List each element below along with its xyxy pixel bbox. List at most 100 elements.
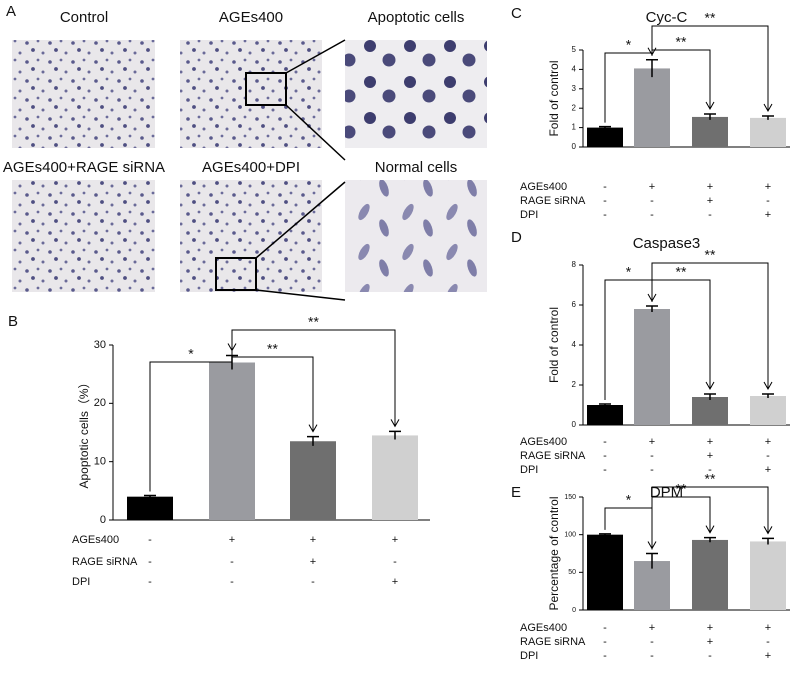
condition-name: AGEs400 — [72, 534, 119, 546]
condition-name: DPI — [520, 209, 538, 221]
bar — [692, 116, 728, 147]
y-tick-label: 8 — [572, 260, 577, 269]
condition-mark: - — [766, 195, 770, 207]
significance-label: ** — [705, 247, 716, 263]
condition-name: DPI — [72, 576, 90, 588]
error-bar — [599, 403, 611, 406]
significance-label: ** — [705, 10, 716, 26]
bar — [750, 117, 786, 147]
y-axis-label: Percentage of control — [547, 496, 561, 610]
condition-mark: - — [603, 650, 607, 662]
error-bar — [144, 494, 156, 498]
micrograph — [345, 40, 487, 148]
y-tick-label: 0 — [572, 607, 576, 614]
bar — [587, 127, 623, 147]
micrograph-label: AGEs400 — [219, 9, 283, 26]
zoom-arrow — [285, 104, 346, 161]
significance-label: * — [626, 264, 632, 280]
condition-mark: - — [393, 556, 397, 568]
condition-name: RAGE siRNA — [520, 450, 586, 462]
condition-mark: + — [649, 622, 655, 634]
condition-mark: - — [650, 464, 654, 476]
condition-mark: + — [707, 622, 713, 634]
condition-mark: + — [765, 181, 771, 193]
bar — [692, 397, 728, 425]
condition-mark: - — [766, 450, 770, 462]
significance-label: * — [626, 492, 632, 508]
y-axis-label: Fold of control — [547, 307, 561, 383]
bracket-arrow — [705, 381, 715, 391]
condition-mark: + — [765, 436, 771, 448]
condition-mark: + — [765, 464, 771, 476]
condition-mark: + — [229, 534, 235, 546]
significance-label: * — [188, 346, 194, 362]
y-tick-label: 4 — [572, 65, 577, 74]
significance-bracket — [651, 486, 769, 550]
bar — [692, 539, 728, 610]
condition-mark: - — [148, 534, 152, 546]
significance-label: ** — [676, 34, 687, 50]
condition-name: DPI — [520, 464, 538, 476]
condition-name: RAGE siRNA — [520, 195, 586, 207]
condition-mark: - — [708, 650, 712, 662]
condition-mark: - — [603, 622, 607, 634]
bracket-arrow — [763, 103, 773, 112]
condition-mark: + — [649, 181, 655, 193]
significance-label: ** — [308, 314, 319, 330]
bar — [372, 435, 418, 520]
condition-name: RAGE siRNA — [520, 636, 586, 648]
condition-mark: - — [708, 464, 712, 476]
condition-name: AGEs400 — [520, 622, 567, 634]
significance-bracket — [231, 351, 314, 431]
bar — [587, 534, 623, 610]
condition-mark: + — [707, 181, 713, 193]
condition-name: AGEs400 — [520, 436, 567, 448]
condition-mark: - — [148, 556, 152, 568]
y-tick-label: 2 — [572, 380, 577, 389]
condition-mark: - — [148, 576, 152, 588]
condition-mark: - — [603, 209, 607, 221]
bracket-arrow — [705, 101, 715, 111]
condition-name: RAGE siRNA — [72, 556, 138, 568]
significance-label: ** — [676, 264, 687, 280]
significance-label: ** — [705, 471, 716, 487]
condition-mark: - — [603, 464, 607, 476]
error-bar — [704, 536, 716, 543]
micrograph-label: Normal cells — [375, 159, 458, 176]
error-bar — [646, 552, 658, 569]
panel-letter: D — [511, 229, 522, 246]
condition-mark: + — [707, 436, 713, 448]
bar — [634, 561, 670, 610]
condition-mark: - — [603, 195, 607, 207]
y-tick-label: 4 — [572, 340, 577, 349]
error-bar — [599, 533, 611, 536]
micrograph — [180, 40, 322, 148]
micrograph — [345, 180, 487, 292]
condition-name: DPI — [520, 650, 538, 662]
condition-mark: - — [708, 209, 712, 221]
error-bar — [646, 305, 658, 312]
condition-mark: - — [603, 636, 607, 648]
condition-mark: + — [310, 556, 316, 568]
bar — [634, 68, 670, 147]
y-tick-label: 150 — [564, 494, 576, 501]
condition-mark: - — [650, 650, 654, 662]
y-tick-label: 0 — [572, 420, 577, 429]
condition-mark: + — [707, 450, 713, 462]
significance-label: ** — [676, 481, 687, 497]
significance-bracket — [651, 262, 769, 388]
y-tick-label: 0 — [100, 514, 106, 526]
condition-mark: + — [765, 622, 771, 634]
panel-letter: C — [511, 5, 522, 22]
condition-mark: - — [650, 636, 654, 648]
condition-mark: - — [603, 181, 607, 193]
y-tick-label: 6 — [572, 300, 577, 309]
error-bar — [762, 115, 774, 120]
bar — [290, 441, 336, 520]
condition-mark: + — [392, 576, 398, 588]
panel-letter: B — [8, 313, 18, 330]
chart-title: Caspase3 — [633, 235, 701, 252]
error-bar — [704, 113, 716, 120]
condition-name: AGEs400 — [520, 181, 567, 193]
